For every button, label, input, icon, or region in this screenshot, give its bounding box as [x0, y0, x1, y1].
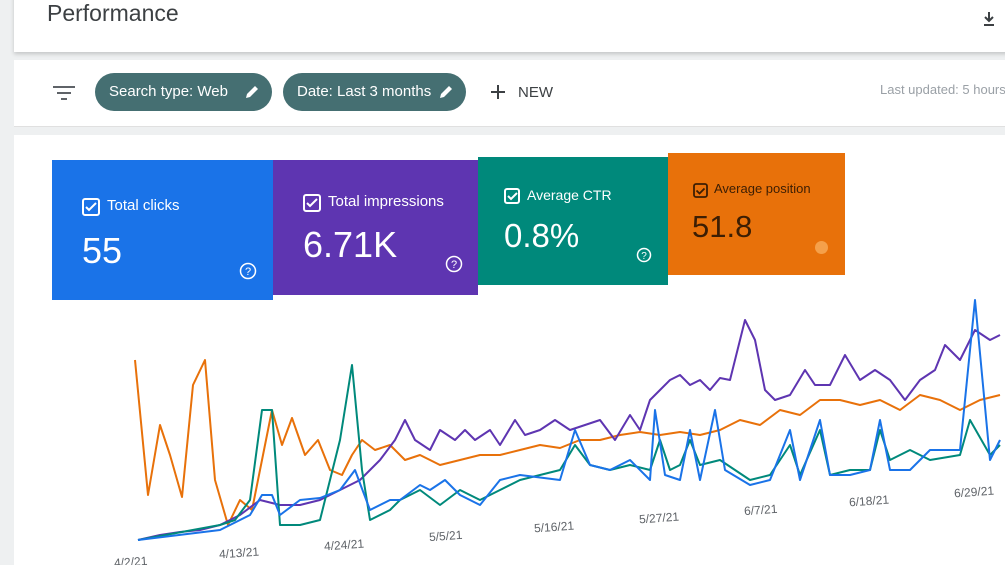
svg-text:?: ?	[451, 259, 457, 271]
x-tick-label: 5/16/21	[533, 518, 575, 536]
last-updated: Last updated: 5 hours ago	[880, 82, 1005, 97]
position-line	[134, 359, 1001, 526]
plus-icon[interactable]	[490, 84, 506, 100]
help-icon: ?	[445, 255, 463, 273]
edit-icon	[440, 86, 452, 98]
metric-label: Total impressions	[328, 193, 444, 210]
impressions-line	[137, 319, 1001, 541]
checkbox	[504, 188, 520, 204]
filter-chip[interactable]: Date: Last 3 months	[283, 73, 466, 111]
metric-value: 6.71K	[303, 224, 398, 265]
filter-icon[interactable]	[52, 84, 76, 102]
metric-label: Average position	[714, 181, 811, 196]
filter-bar: Search type: Web Date: Last 3 months NEW…	[14, 60, 1005, 127]
x-tick-label: 6/7/21	[743, 501, 778, 518]
metric-label: Total clicks	[107, 197, 180, 214]
metric-card[interactable]: Average CTR 0.8% ?	[478, 157, 668, 285]
x-tick-label: 4/2/21	[113, 553, 148, 565]
filter-chip[interactable]: Search type: Web	[95, 73, 272, 111]
x-tick-label: 6/18/21	[848, 492, 890, 510]
x-tick-label: 4/24/21	[323, 536, 365, 553]
chip-label: Date: Last 3 months	[297, 83, 432, 100]
download-icon[interactable]	[982, 10, 996, 28]
checkbox	[82, 198, 100, 216]
chip-label: Search type: Web	[109, 83, 228, 100]
clicks-line	[137, 299, 1001, 541]
new-button[interactable]: NEW	[518, 84, 553, 101]
x-tick-label: 6/29/21	[953, 483, 995, 501]
metric-card[interactable]: Average position 51.8	[668, 153, 845, 275]
svg-text:?: ?	[245, 266, 251, 278]
metric-card[interactable]: Total impressions 6.71K ?	[273, 160, 478, 295]
x-tick-label: 5/5/21	[428, 527, 463, 544]
metric-card[interactable]: Total clicks 55 ?	[52, 160, 273, 300]
page-title: Performance	[47, 0, 179, 26]
chart-panel: Total clicks 55 ? Total impressions 6.71…	[14, 135, 1005, 565]
header: Performance	[14, 0, 1005, 52]
help-icon	[815, 241, 828, 254]
help-icon: ?	[636, 247, 652, 263]
metric-value: 0.8%	[504, 217, 580, 254]
metric-value: 51.8	[692, 209, 753, 244]
metric-label: Average CTR	[527, 187, 612, 203]
checkbox	[303, 194, 321, 212]
edit-icon	[246, 86, 258, 98]
svg-text:?: ?	[641, 251, 647, 262]
checkbox	[693, 183, 708, 198]
help-icon: ?	[239, 262, 257, 280]
metric-value: 55	[82, 230, 123, 271]
